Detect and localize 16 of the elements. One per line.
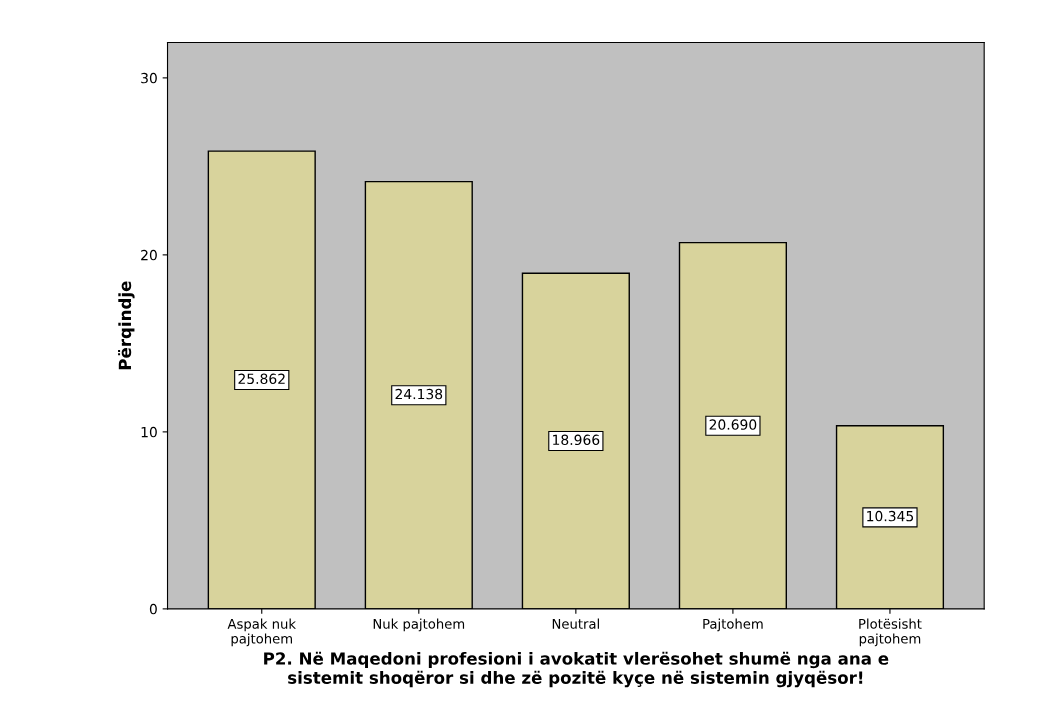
y-tick-label: 10: [141, 426, 157, 438]
data-label: 20.690: [709, 419, 757, 430]
x-tick-label: Plotësisht pajtohem: [859, 618, 922, 647]
data-label: 10.345: [867, 510, 914, 522]
data-label: 24.138: [395, 388, 443, 400]
x-tick-label: Nuk pajtohem: [373, 618, 465, 632]
y-tick-label: 20: [141, 249, 157, 261]
y-axis-title: Përqindje: [118, 281, 135, 370]
x-tick-label: Aspak nuk pajtohem: [227, 618, 296, 647]
x-tick-label: Neutral: [552, 618, 599, 629]
x-tick-label: Pajtohem: [703, 618, 763, 632]
data-label: 25.862: [238, 373, 285, 385]
y-tick-label: 0: [149, 603, 157, 615]
data-label: 18.966: [553, 434, 600, 446]
x-axis-title: P2. Në Maqedoni profesioni i avokatit vlerësohet shumë nga ana e sistemit shoqëror si dhe zë pozitë kyçe në sistemin gjyqësor!: [264, 651, 889, 688]
y-tick-label: 30: [141, 72, 157, 84]
